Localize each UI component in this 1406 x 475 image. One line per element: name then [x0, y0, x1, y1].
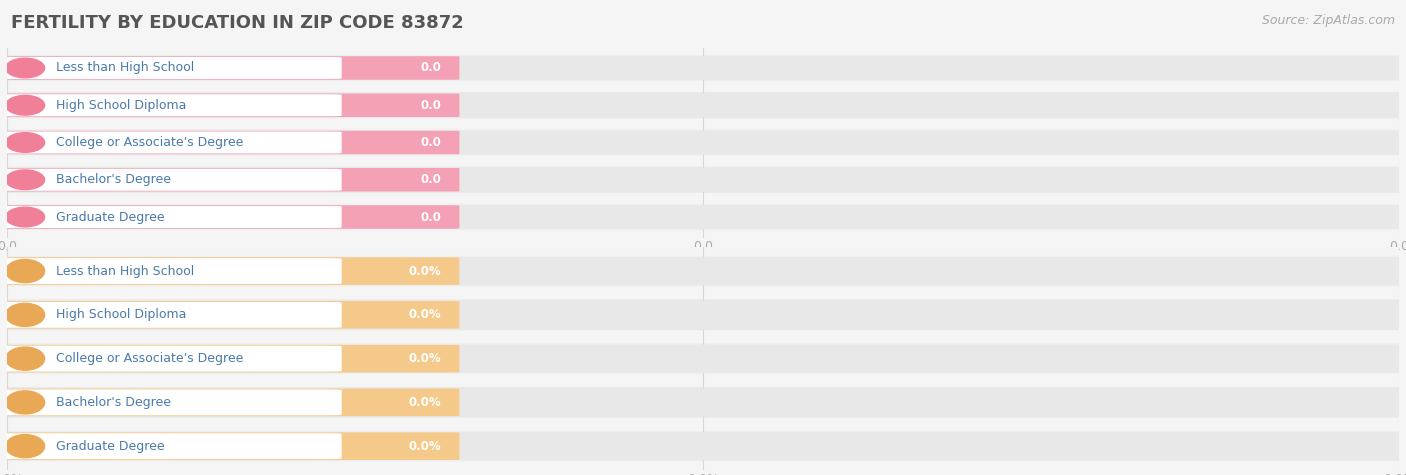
Text: 0.0%: 0.0%: [409, 396, 441, 409]
Ellipse shape: [6, 259, 45, 283]
FancyBboxPatch shape: [0, 131, 1406, 154]
FancyBboxPatch shape: [0, 169, 342, 191]
Text: Source: ZipAtlas.com: Source: ZipAtlas.com: [1261, 14, 1395, 27]
Text: 0.0%: 0.0%: [409, 265, 441, 277]
FancyBboxPatch shape: [0, 168, 1406, 192]
FancyBboxPatch shape: [0, 57, 342, 79]
Text: Bachelor's Degree: Bachelor's Degree: [56, 173, 170, 186]
FancyBboxPatch shape: [0, 258, 342, 284]
FancyBboxPatch shape: [7, 92, 1399, 118]
FancyBboxPatch shape: [0, 132, 342, 153]
FancyBboxPatch shape: [7, 130, 1399, 155]
FancyBboxPatch shape: [0, 390, 342, 415]
Ellipse shape: [6, 95, 45, 115]
Ellipse shape: [6, 304, 45, 326]
FancyBboxPatch shape: [0, 301, 1406, 329]
FancyBboxPatch shape: [0, 432, 460, 460]
FancyBboxPatch shape: [0, 345, 1406, 372]
FancyBboxPatch shape: [0, 432, 1406, 460]
Text: Graduate Degree: Graduate Degree: [56, 440, 165, 453]
Ellipse shape: [6, 391, 45, 414]
FancyBboxPatch shape: [0, 94, 460, 117]
FancyBboxPatch shape: [0, 389, 460, 416]
FancyBboxPatch shape: [7, 55, 1399, 81]
FancyBboxPatch shape: [7, 300, 1399, 330]
FancyBboxPatch shape: [0, 56, 460, 80]
Text: College or Associate's Degree: College or Associate's Degree: [56, 352, 243, 365]
Ellipse shape: [6, 347, 45, 370]
Text: 0.0%: 0.0%: [409, 352, 441, 365]
FancyBboxPatch shape: [0, 433, 342, 459]
Text: College or Associate's Degree: College or Associate's Degree: [56, 136, 243, 149]
Text: 0.0: 0.0: [420, 173, 441, 186]
FancyBboxPatch shape: [0, 301, 460, 329]
Text: 0.0: 0.0: [420, 136, 441, 149]
Text: Bachelor's Degree: Bachelor's Degree: [56, 396, 170, 409]
Text: FERTILITY BY EDUCATION IN ZIP CODE 83872: FERTILITY BY EDUCATION IN ZIP CODE 83872: [11, 14, 464, 32]
FancyBboxPatch shape: [7, 343, 1399, 374]
Text: 0.0: 0.0: [420, 99, 441, 112]
Text: 0.0%: 0.0%: [409, 440, 441, 453]
FancyBboxPatch shape: [7, 387, 1399, 418]
Text: Less than High School: Less than High School: [56, 61, 194, 75]
Ellipse shape: [6, 207, 45, 227]
FancyBboxPatch shape: [0, 131, 460, 154]
Text: 0.0%: 0.0%: [409, 308, 441, 322]
Text: High School Diploma: High School Diploma: [56, 99, 186, 112]
FancyBboxPatch shape: [0, 345, 460, 372]
FancyBboxPatch shape: [0, 56, 1406, 80]
FancyBboxPatch shape: [0, 168, 460, 191]
FancyBboxPatch shape: [0, 93, 1406, 117]
Text: Graduate Degree: Graduate Degree: [56, 210, 165, 224]
FancyBboxPatch shape: [0, 205, 460, 229]
FancyBboxPatch shape: [0, 302, 342, 328]
Text: 0.0: 0.0: [420, 61, 441, 75]
FancyBboxPatch shape: [7, 204, 1399, 230]
FancyBboxPatch shape: [0, 206, 342, 228]
Text: High School Diploma: High School Diploma: [56, 308, 186, 322]
Text: Less than High School: Less than High School: [56, 265, 194, 277]
Ellipse shape: [6, 133, 45, 152]
FancyBboxPatch shape: [0, 389, 1406, 417]
FancyBboxPatch shape: [0, 257, 460, 285]
FancyBboxPatch shape: [0, 205, 1406, 229]
FancyBboxPatch shape: [0, 94, 342, 116]
Text: 0.0: 0.0: [420, 210, 441, 224]
Ellipse shape: [6, 170, 45, 190]
FancyBboxPatch shape: [0, 346, 342, 371]
Ellipse shape: [6, 58, 45, 78]
FancyBboxPatch shape: [0, 257, 1406, 285]
FancyBboxPatch shape: [7, 431, 1399, 462]
Ellipse shape: [6, 435, 45, 458]
FancyBboxPatch shape: [7, 167, 1399, 193]
FancyBboxPatch shape: [7, 256, 1399, 286]
